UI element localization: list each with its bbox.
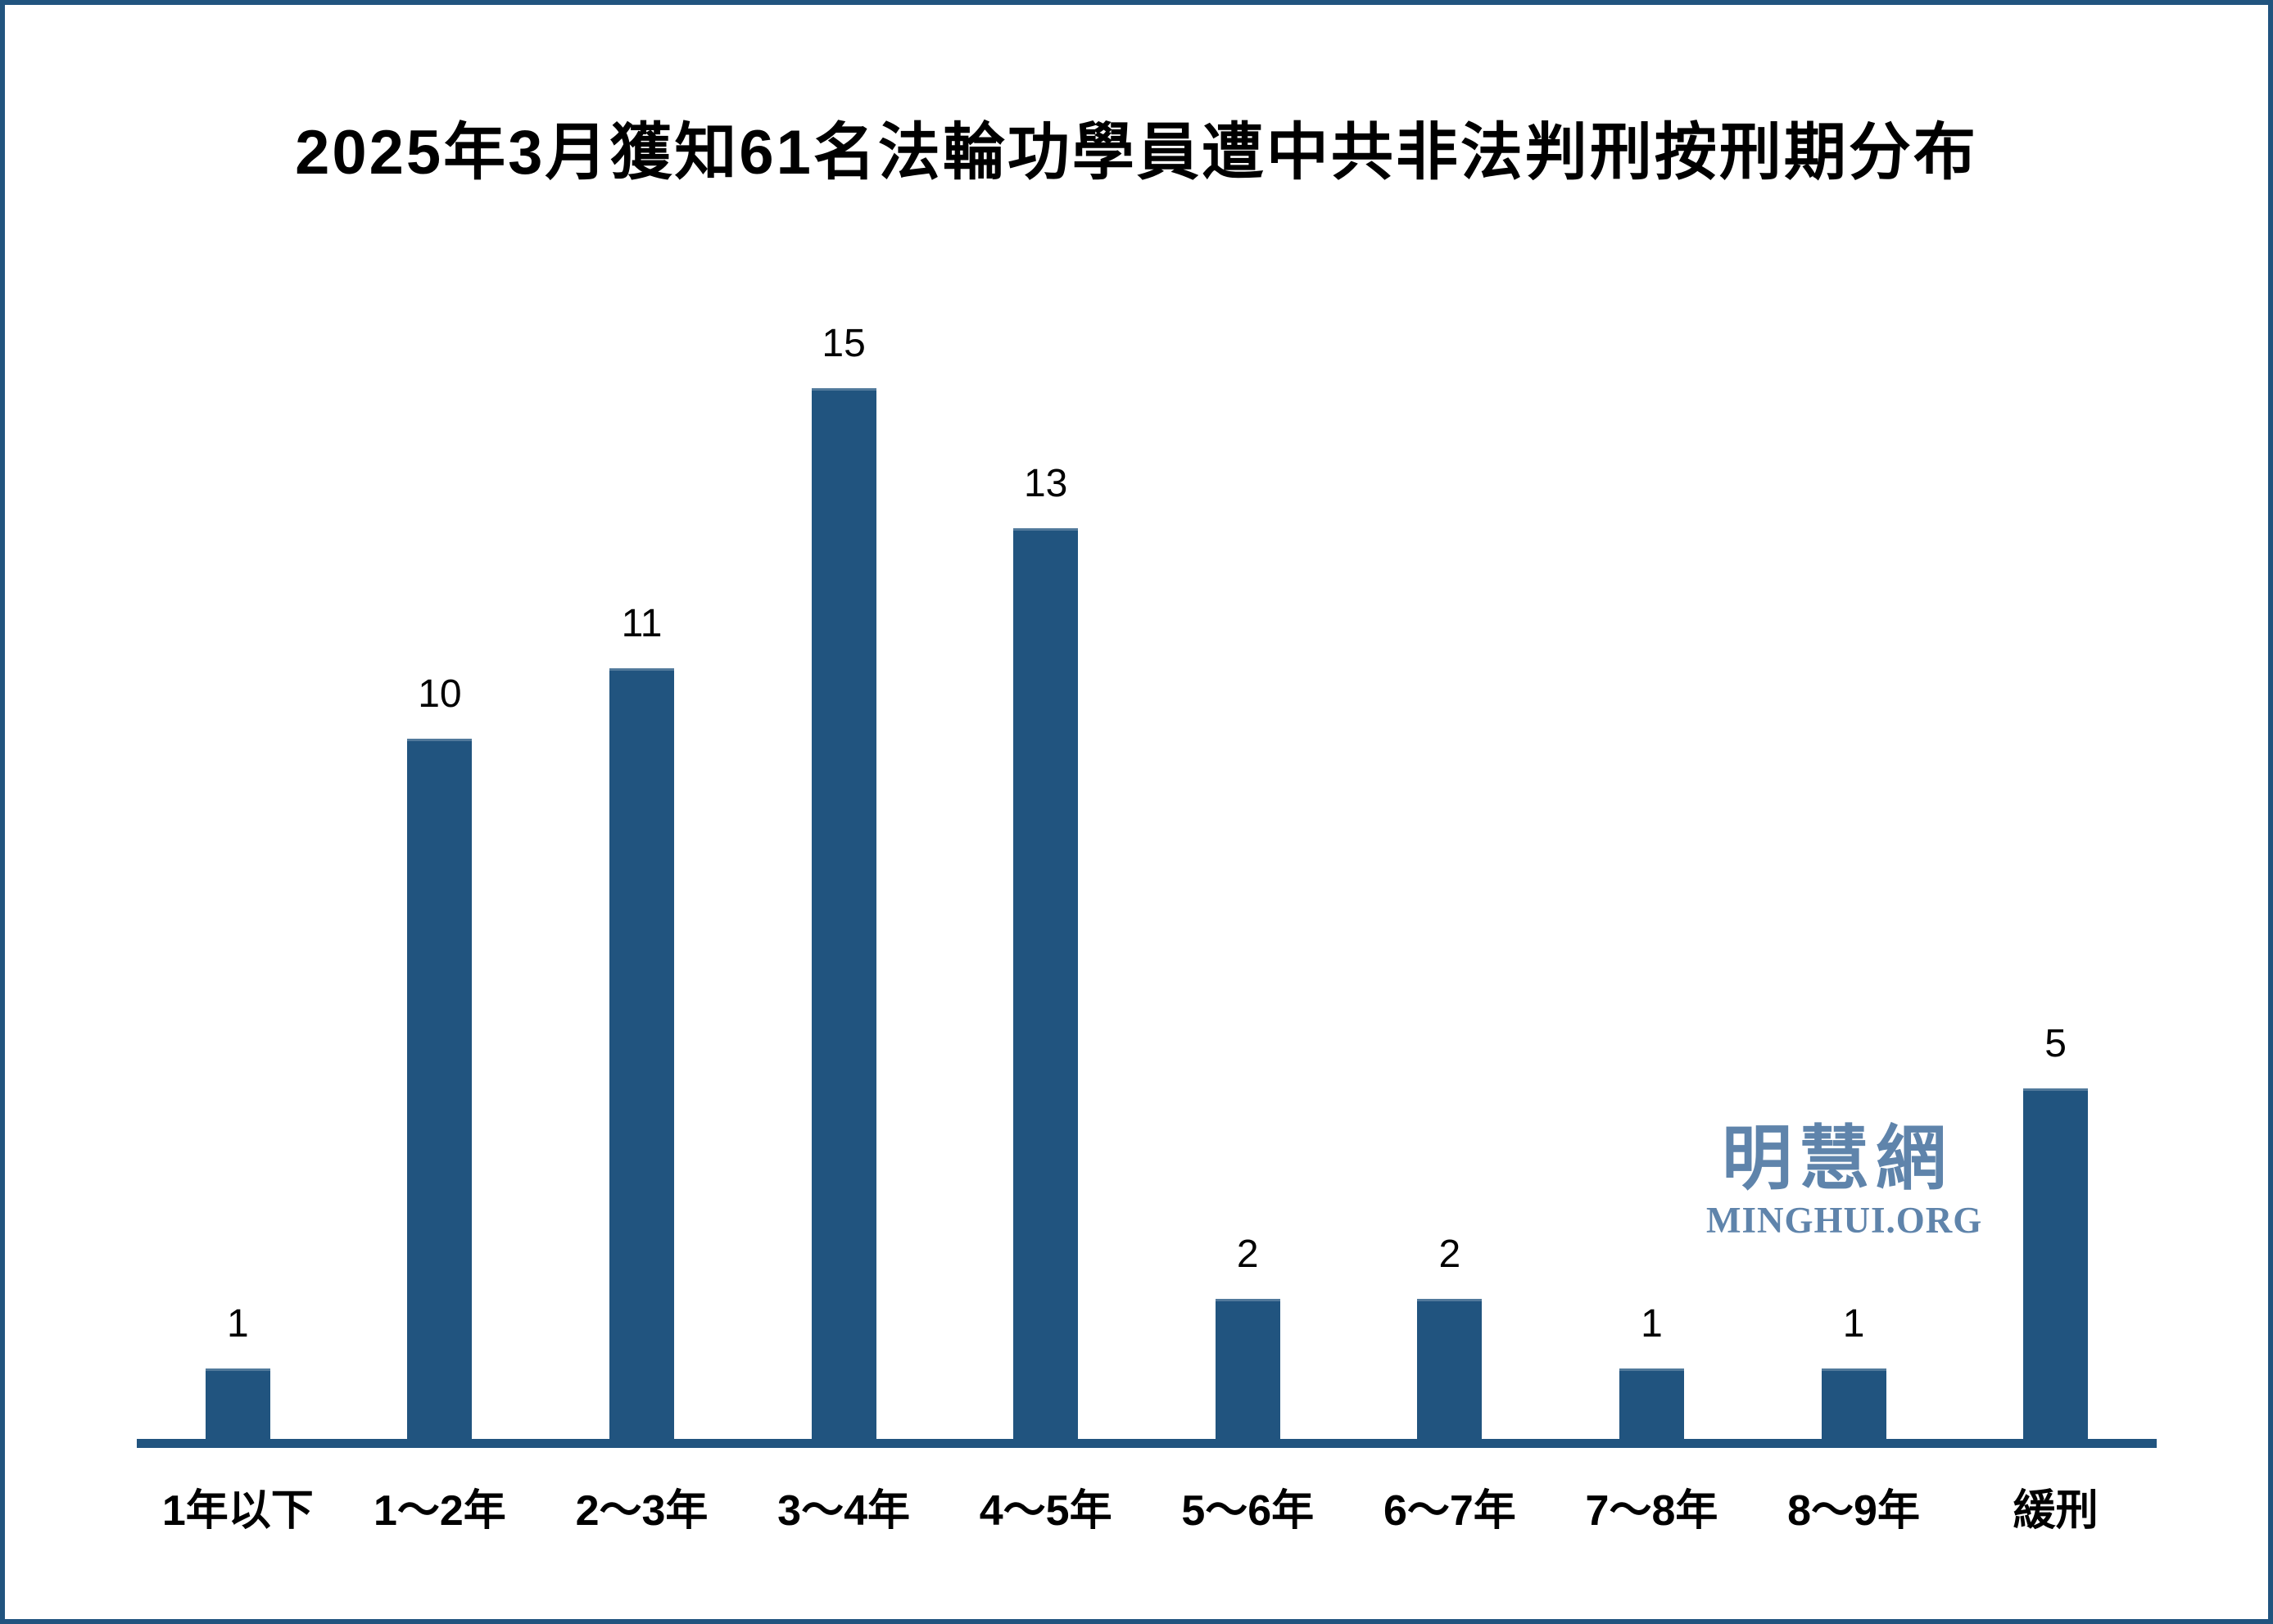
x-tick-label: 5～6年: [1181, 1487, 1315, 1535]
watermark-cjk-text: 明慧網: [1722, 1120, 1953, 1198]
x-tick-label: 1年以下: [161, 1487, 314, 1535]
bar-value-label: 13: [1023, 462, 1068, 505]
bar-slot: 1: [137, 5, 339, 1439]
x-tick-label: 1～2年: [373, 1487, 506, 1535]
bar-slot: 5: [1954, 5, 2157, 1439]
bar-slot: 13: [944, 5, 1147, 1439]
bar-value-label: 5: [2044, 1022, 2067, 1065]
bar-value-label: 1: [1641, 1302, 1663, 1346]
bar-slot: 2: [1349, 5, 1551, 1439]
bar: [205, 1368, 270, 1439]
bar: [1417, 1299, 1483, 1439]
bar-value-label: 15: [822, 322, 866, 365]
x-axis-tick-labels: 1年以下 1～2年 2～3年 3～4年 4～5年 5～6年 6～7年 7～8年 8～9年 緩刑: [137, 1476, 2157, 1537]
bar: [1013, 528, 1079, 1439]
bar-slot: 15: [743, 5, 945, 1439]
bar: [811, 388, 876, 1439]
bar: [2023, 1088, 2089, 1439]
x-axis-line: [137, 1439, 2157, 1448]
bar-value-label: 11: [621, 602, 663, 645]
bar-slot: 2: [1147, 5, 1349, 1439]
bar: [1821, 1368, 1886, 1439]
watermark-latin-text: MINGHUI.ORG: [1706, 1200, 1983, 1241]
bar: [1619, 1368, 1684, 1439]
bar: [407, 739, 473, 1439]
x-tick-label: 6～7年: [1383, 1487, 1516, 1535]
x-tick-label: 3～4年: [777, 1487, 910, 1535]
bars-container: 1 10 11 15 13 2 2 1 1 5: [137, 5, 2157, 1439]
bar: [609, 668, 674, 1439]
x-tick-label: 7～8年: [1585, 1487, 1718, 1535]
x-tick-label: 緩刑: [2013, 1487, 2099, 1535]
chart-title: 2025年3月獲知61名法輪功學員遭中共非法判刑按刑期分布: [295, 118, 1978, 188]
minghui-watermark: 明慧網 MINGHUI.ORG: [1706, 1120, 1983, 1241]
x-tick-label: 8～9年: [1787, 1487, 1920, 1535]
x-tick-label: 2～3年: [575, 1487, 709, 1535]
bar-value-label: 2: [1438, 1233, 1461, 1276]
bar-slot: 10: [339, 5, 541, 1439]
x-tick-label: 4～5年: [979, 1487, 1112, 1535]
bar-value-label: 2: [1236, 1233, 1259, 1276]
bar-slot: 1: [1753, 5, 1955, 1439]
bar-slot: 11: [541, 5, 743, 1439]
bar-slot: 1: [1551, 5, 1753, 1439]
bar-value-label: 1: [1842, 1302, 1865, 1346]
bar-value-label: 10: [418, 672, 462, 716]
bar-value-label: 1: [226, 1302, 249, 1346]
bar: [1215, 1299, 1280, 1439]
